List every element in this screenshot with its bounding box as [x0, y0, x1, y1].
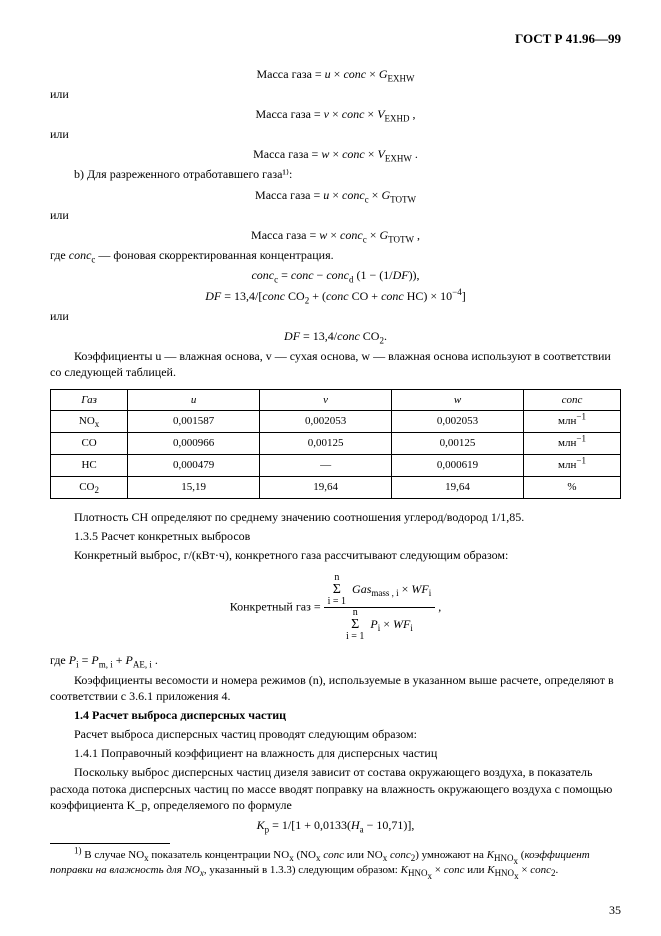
density-note: Плотность CH определяют по среднему знач…: [50, 509, 621, 525]
th-w: w: [392, 389, 524, 411]
th-gas: Газ: [51, 389, 128, 411]
sec-1-4: 1.4 Расчет выброса дисперсных частиц: [50, 707, 621, 723]
table-row: CO 0,000966 0,00125 0,00125 млн−1: [51, 433, 621, 455]
coefficients-table: Газ u v w conc NOx 0,001587 0,002053 0,0…: [50, 389, 621, 499]
page: ГОСТ Р 41.96—99 Масса газа = u × conc × …: [0, 0, 661, 936]
cell: млн−1: [524, 455, 621, 477]
cell: HC: [51, 455, 128, 477]
table-row: HC 0,000479 — 0,000619 млн−1: [51, 455, 621, 477]
or-2: или: [50, 126, 621, 142]
formula-9-fraction: n Σ i = 1 Gasmass , i × WFi n Σ i = 1 Pi…: [324, 573, 436, 642]
table-header-row: Газ u v w conc: [51, 389, 621, 411]
where-P: где Pi = Pm, i + PAE, i .: [50, 652, 621, 668]
where-conc-c: где concc — фоновая скорректированная ко…: [50, 247, 621, 263]
or-4: или: [50, 308, 621, 324]
cell: NOx: [51, 411, 128, 433]
formula-2: Масса газа = v × conc × VEXHD ,: [50, 106, 621, 122]
cell: 0,000479: [128, 455, 260, 477]
table-row: NOx 0,001587 0,002053 0,002053 млн−1: [51, 411, 621, 433]
or-1: или: [50, 86, 621, 102]
formula-9-label: Конкретный газ =: [230, 600, 321, 614]
footnote-separator: [50, 843, 170, 844]
konkret-line: Конкретный выброс, г/(кВт·ч), конкретног…: [50, 547, 621, 563]
cell: 0,000966: [128, 433, 260, 455]
cell: %: [524, 476, 621, 498]
cell: —: [260, 455, 392, 477]
formula-8: DF = 13,4/conc CO2.: [50, 328, 621, 344]
th-v: v: [260, 389, 392, 411]
item-b: b) Для разреженного отработавшего газа¹⁾…: [50, 166, 621, 182]
cell: 19,64: [392, 476, 524, 498]
cell: CO: [51, 433, 128, 455]
coef-note: Коэффициенты u — влажная основа, v — сух…: [50, 348, 621, 380]
formula-1: Масса газа = u × conc × GEXHW: [50, 66, 621, 82]
cell: 19,64: [260, 476, 392, 498]
coef-weight: Коэффициенты весомости и номера режимов …: [50, 672, 621, 704]
cell: 0,000619: [392, 455, 524, 477]
table-row: CO2 15,19 19,64 19,64 %: [51, 476, 621, 498]
cell: 15,19: [128, 476, 260, 498]
formula-9: Конкретный газ = n Σ i = 1 Gasmass , i ×…: [50, 573, 621, 642]
page-number: 35: [609, 902, 621, 918]
cell: 0,002053: [392, 411, 524, 433]
formula-5: Масса газа = w × concc × GTOTW ,: [50, 227, 621, 243]
sec-1-4-1-body: Поскольку выброс дисперсных частиц дизел…: [50, 764, 621, 813]
formula-4: Масса газа = u × concc × GTOTW: [50, 187, 621, 203]
th-u: u: [128, 389, 260, 411]
sec-1-3-5: 1.3.5 Расчет конкретных выбросов: [50, 528, 621, 544]
formula-3: Масса газа = w × conc × VEXHW .: [50, 146, 621, 162]
cell: CO2: [51, 476, 128, 498]
or-3: или: [50, 207, 621, 223]
cell: 0,001587: [128, 411, 260, 433]
cell: 0,00125: [392, 433, 524, 455]
formula-7: DF = 13,4/[conc CO2 + (conc CO + conc HC…: [50, 288, 621, 304]
cell: млн−1: [524, 433, 621, 455]
cell: 0,00125: [260, 433, 392, 455]
formula-10: Kp = 1/[1 + 0,0133(Ha − 10,71)],: [50, 817, 621, 833]
cell: 0,002053: [260, 411, 392, 433]
document-header: ГОСТ Р 41.96—99: [50, 30, 621, 48]
cell: млн−1: [524, 411, 621, 433]
formula-6: concc = conc − concd (1 − (1/DF)),: [50, 267, 621, 283]
sec-1-4-line: Расчет выброса дисперсных частиц проводя…: [50, 726, 621, 742]
sec-1-4-1: 1.4.1 Поправочный коэффициент на влажнос…: [50, 745, 621, 761]
footnote-1: 1) В случае NOx показатель концентрации …: [50, 848, 621, 877]
formula-9-tail: ,: [438, 600, 441, 614]
th-conc: conc: [524, 389, 621, 411]
